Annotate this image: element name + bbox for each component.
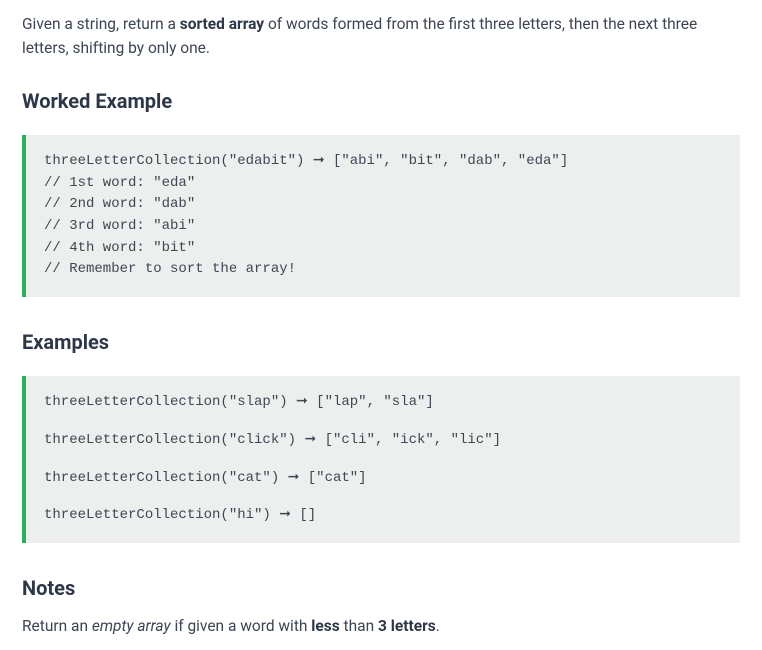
notes-mid: if given a word with (171, 617, 312, 635)
notes-heading: Notes (22, 573, 740, 604)
intro-prefix: Given a string, return a (22, 15, 180, 33)
code-line: // 2nd word: "dab" (44, 194, 722, 216)
code-line: threeLetterCollection("edabit") ➞ ["abi"… (44, 151, 722, 173)
problem-description: Given a string, return a sorted array of… (22, 12, 740, 60)
code-line: // 1st word: "eda" (44, 173, 722, 195)
notes-text: Return an empty array if given a word wi… (22, 614, 740, 638)
code-line: threeLetterCollection("click") ➞ ["cli",… (44, 430, 722, 452)
code-line: // Remember to sort the array! (44, 259, 722, 281)
worked-example-heading: Worked Example (22, 86, 740, 117)
notes-bold2: 3 letters (378, 617, 436, 635)
notes-prefix: Return an (22, 617, 92, 635)
notes-mid2: than (340, 617, 378, 635)
code-line: // 4th word: "bit" (44, 238, 722, 260)
notes-em: empty array (92, 617, 171, 635)
code-line: // 3rd word: "abi" (44, 216, 722, 238)
intro-bold: sorted array (180, 15, 264, 33)
examples-heading: Examples (22, 327, 740, 358)
examples-code: threeLetterCollection("slap") ➞ ["lap", … (22, 376, 740, 543)
notes-suffix: . (436, 617, 440, 635)
code-line: threeLetterCollection("slap") ➞ ["lap", … (44, 392, 722, 414)
notes-bold1: less (311, 617, 339, 635)
worked-example-code: threeLetterCollection("edabit") ➞ ["abi"… (22, 135, 740, 297)
code-line: threeLetterCollection("cat") ➞ ["cat"] (44, 468, 722, 490)
code-line: threeLetterCollection("hi") ➞ [] (44, 505, 722, 527)
